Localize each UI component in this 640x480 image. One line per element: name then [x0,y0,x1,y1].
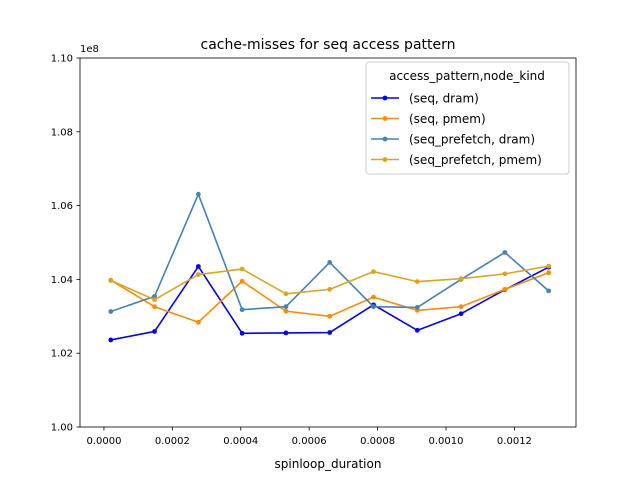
x-tick-label: 0.0012 [497,436,532,447]
data-point [195,191,201,197]
legend-label: (seq, dram) [409,92,479,106]
legend-label: (seq_prefetch, pmem) [409,153,542,167]
legend-entry: (seq_prefetch, pmem) [371,153,542,167]
legend-marker [382,136,388,142]
data-point [327,286,333,292]
legend-marker [382,95,388,101]
legend-label: (seq, pmem) [409,112,486,126]
data-point [458,304,464,310]
data-point [152,329,157,334]
data-point [283,330,289,336]
data-point [108,309,114,314]
data-point [152,304,157,310]
data-point [108,278,114,283]
data-point [283,304,289,310]
x-tick-label: 0.0002 [155,436,190,447]
data-point [371,304,376,310]
legend-entry: (seq, pmem) [371,112,486,126]
y-tick-label: 1.10 [51,54,73,65]
y-offset-label: 1e8 [80,44,99,55]
data-point [502,250,508,255]
y-axis: 1.00 1.02 1.04 1.06 1.08 1.10 [51,54,80,434]
data-point [152,293,157,299]
data-point [546,263,552,269]
x-tick-label: 0.0006 [292,436,327,447]
legend-marker [382,157,388,162]
series-3 [108,263,552,303]
data-point [502,271,508,277]
y-tick-label: 1.04 [51,275,73,286]
data-point [152,297,157,303]
y-tick-label: 1.08 [51,127,73,138]
legend-marker [382,116,388,121]
y-tick-label: 1.00 [51,423,73,434]
data-point [108,337,114,343]
series-layer [108,191,552,343]
legend: access_pattern,node_kind (seq, dram) (seq… [365,61,570,175]
data-point [239,266,245,272]
x-tick-label: 0.0008 [360,436,395,447]
data-point [371,269,376,275]
data-point [414,305,420,310]
data-point [195,264,201,269]
chart-title: cache-misses for seq access pattern [201,37,456,53]
data-point [546,288,552,294]
data-point [414,279,420,285]
data-point [458,276,464,282]
data-point [502,286,508,292]
plot-frame [79,57,577,428]
legend-label: (seq_prefetch, dram) [409,133,535,147]
data-point [458,311,464,317]
x-tick-label: 0.0010 [429,436,464,447]
data-point [327,260,333,265]
data-point [327,330,333,335]
x-axis-label: spinloop_duration [275,457,382,471]
data-point [371,294,376,300]
data-point [239,330,245,336]
data-point [283,308,289,314]
legend-box [365,61,570,175]
y-tick-label: 1.06 [51,201,73,212]
data-point [414,327,420,333]
y-tick-label: 1.02 [51,349,73,360]
data-point [195,272,201,278]
legend-title: access_pattern,node_kind [389,69,545,83]
data-point [239,307,245,313]
legend-entry: (seq_prefetch, dram) [371,133,535,147]
data-point [546,270,552,276]
x-tick-label: 0.0000 [86,436,121,447]
x-axis: 0.0000 0.0002 0.0004 0.0006 0.0008 0.0010 0.00… [86,427,532,447]
data-point [195,319,201,325]
x-tick-label: 0.0004 [223,436,258,447]
legend-entry: (seq, dram) [371,92,479,106]
series-0 [108,264,552,343]
data-point [239,278,245,284]
data-point [283,291,289,297]
data-point [327,313,333,319]
